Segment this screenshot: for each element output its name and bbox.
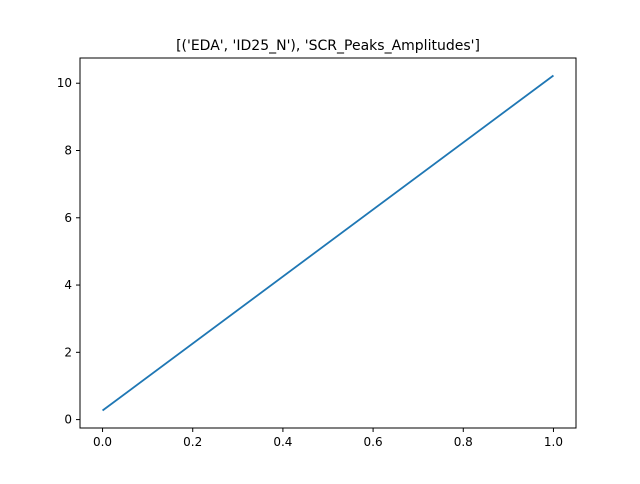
- y-tick-label: 8: [64, 144, 72, 158]
- x-axis: 0.0 0.2 0.4 0.6 0.8 1.0: [93, 428, 563, 449]
- y-tick-label: 4: [64, 278, 72, 292]
- series-layer: [102, 74, 554, 412]
- y-axis: 0 2 4 6 8 10: [57, 76, 80, 427]
- y-tick-label: 0: [64, 413, 72, 427]
- x-tick-label: 1.0: [544, 435, 563, 449]
- x-tick-label: 0.6: [364, 435, 383, 449]
- y-tick-label: 6: [64, 211, 72, 225]
- x-tick-label: 0.8: [454, 435, 473, 449]
- x-tick-label: 0.4: [273, 435, 292, 449]
- chart-title: [('EDA', 'ID25_N'), 'SCR_Peaks_Amplitude…: [176, 38, 480, 54]
- plot-frame: [79, 57, 577, 429]
- y-tick-label: 2: [64, 345, 72, 359]
- y-tick-label: 10: [57, 76, 72, 90]
- x-tick-label: 0.2: [183, 435, 202, 449]
- series-line: [102, 74, 554, 412]
- x-tick-label: 0.0: [93, 435, 112, 449]
